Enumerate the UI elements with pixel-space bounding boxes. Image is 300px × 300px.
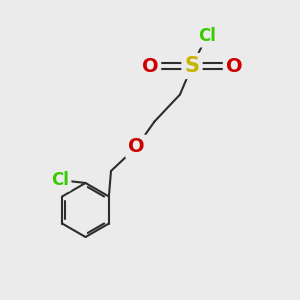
Text: O: O [128,137,145,157]
Text: O: O [142,56,158,76]
Text: Cl: Cl [51,171,69,189]
Text: Cl: Cl [198,27,216,45]
Text: S: S [184,56,200,76]
Text: O: O [226,56,242,76]
